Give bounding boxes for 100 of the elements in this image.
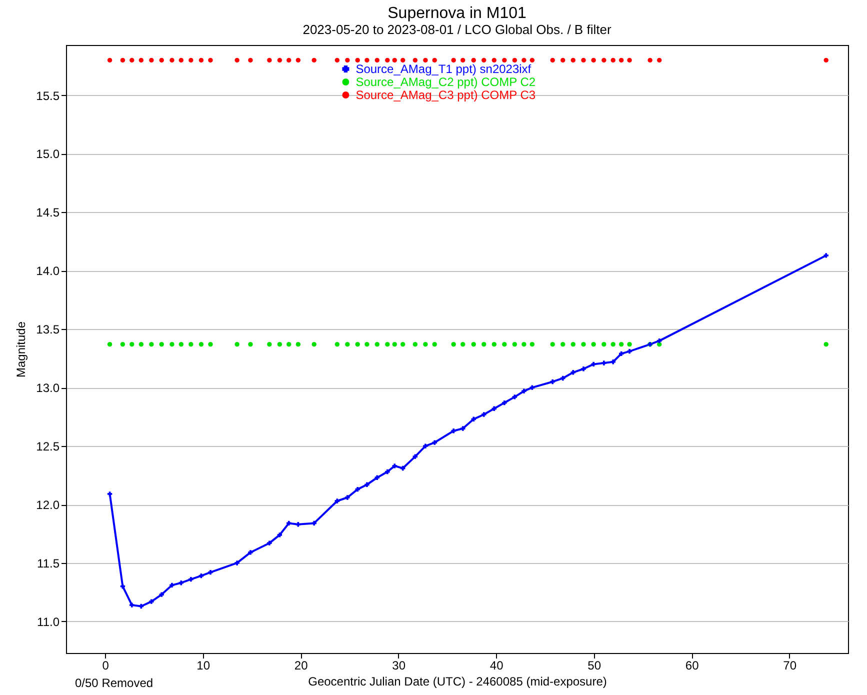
point bbox=[400, 58, 406, 63]
point bbox=[355, 342, 360, 347]
point bbox=[385, 469, 390, 474]
point bbox=[345, 495, 350, 500]
x-tick-label: 30 bbox=[392, 658, 406, 672]
y-tick-label: 13.5 bbox=[36, 322, 60, 337]
point bbox=[385, 342, 390, 347]
y-tick-label: 15.0 bbox=[36, 147, 60, 162]
point bbox=[451, 58, 456, 63]
point bbox=[522, 388, 526, 394]
y-tick-label: 14.0 bbox=[36, 264, 60, 278]
point bbox=[159, 58, 164, 63]
point bbox=[107, 58, 112, 63]
point bbox=[657, 58, 662, 63]
point bbox=[492, 342, 496, 347]
point bbox=[824, 342, 828, 347]
x-tick-label: 0 bbox=[102, 658, 110, 672]
point bbox=[618, 342, 624, 347]
point bbox=[385, 58, 390, 63]
point bbox=[248, 550, 253, 555]
point bbox=[824, 253, 828, 258]
point bbox=[460, 426, 466, 431]
point bbox=[570, 58, 576, 63]
point bbox=[560, 342, 566, 347]
point bbox=[170, 58, 174, 63]
point bbox=[471, 342, 476, 347]
point bbox=[107, 342, 112, 347]
point bbox=[412, 342, 418, 347]
x-tick-label: 70 bbox=[783, 658, 797, 672]
point bbox=[570, 342, 576, 347]
point bbox=[286, 58, 292, 63]
point bbox=[627, 58, 632, 63]
point bbox=[581, 58, 586, 63]
point bbox=[149, 599, 154, 604]
point bbox=[334, 342, 340, 347]
point bbox=[610, 342, 616, 347]
point bbox=[400, 466, 406, 471]
point bbox=[334, 498, 340, 504]
y-tick-label: 11.5 bbox=[37, 556, 60, 570]
y-axis-title: Magnitude bbox=[14, 321, 28, 378]
point bbox=[159, 592, 164, 597]
point bbox=[400, 342, 406, 347]
point bbox=[178, 580, 184, 586]
point bbox=[602, 58, 606, 63]
point bbox=[188, 576, 194, 582]
point bbox=[392, 464, 397, 468]
point bbox=[312, 58, 316, 63]
legend-label: Source_AMag_T1 ppt) sn2023ixf bbox=[356, 62, 532, 76]
point bbox=[345, 58, 350, 63]
point bbox=[267, 342, 272, 347]
point bbox=[610, 58, 616, 63]
y-tick-label: 12.5 bbox=[36, 440, 60, 454]
point bbox=[482, 58, 486, 63]
point bbox=[312, 342, 316, 347]
point bbox=[364, 58, 370, 63]
point bbox=[374, 475, 380, 480]
point bbox=[234, 58, 240, 63]
legend-label: Source_AMag_C3 ppt) COMP C3 bbox=[356, 88, 536, 102]
point bbox=[530, 385, 535, 390]
point bbox=[471, 58, 476, 63]
y-tick-label: 13.0 bbox=[36, 381, 60, 396]
point bbox=[355, 486, 360, 492]
point bbox=[581, 342, 586, 347]
point bbox=[460, 342, 466, 347]
chart-subtitle: 2023-05-20 to 2023-08-01 / LCO Global Obs. / B filter bbox=[302, 22, 612, 37]
chart-title: Supernova in M101 bbox=[388, 5, 526, 22]
point bbox=[234, 342, 240, 347]
point bbox=[138, 604, 144, 609]
point bbox=[355, 58, 360, 63]
point bbox=[120, 342, 126, 347]
point bbox=[432, 58, 437, 63]
point bbox=[492, 406, 496, 411]
point bbox=[657, 338, 662, 344]
point bbox=[198, 58, 204, 63]
point bbox=[234, 560, 240, 566]
point bbox=[591, 362, 596, 367]
point bbox=[648, 58, 652, 63]
point bbox=[522, 58, 526, 63]
x-tick-label: 50 bbox=[588, 658, 602, 672]
point bbox=[296, 342, 300, 347]
point bbox=[296, 522, 300, 527]
point bbox=[120, 584, 126, 589]
point bbox=[482, 412, 486, 417]
point bbox=[130, 58, 134, 63]
point bbox=[602, 360, 606, 366]
x-tick-label: 60 bbox=[685, 658, 700, 672]
x-tick-label: 20 bbox=[294, 658, 308, 672]
point bbox=[178, 342, 184, 347]
point bbox=[248, 58, 253, 63]
point bbox=[138, 342, 144, 347]
point bbox=[208, 342, 213, 347]
point bbox=[188, 58, 194, 63]
y-tick-label: 14.5 bbox=[36, 206, 60, 220]
point bbox=[591, 342, 596, 347]
point bbox=[502, 400, 507, 406]
point bbox=[581, 366, 586, 372]
point bbox=[451, 342, 456, 347]
point bbox=[512, 342, 518, 347]
text: 0/50 Removed bbox=[75, 676, 154, 690]
point bbox=[312, 520, 316, 526]
